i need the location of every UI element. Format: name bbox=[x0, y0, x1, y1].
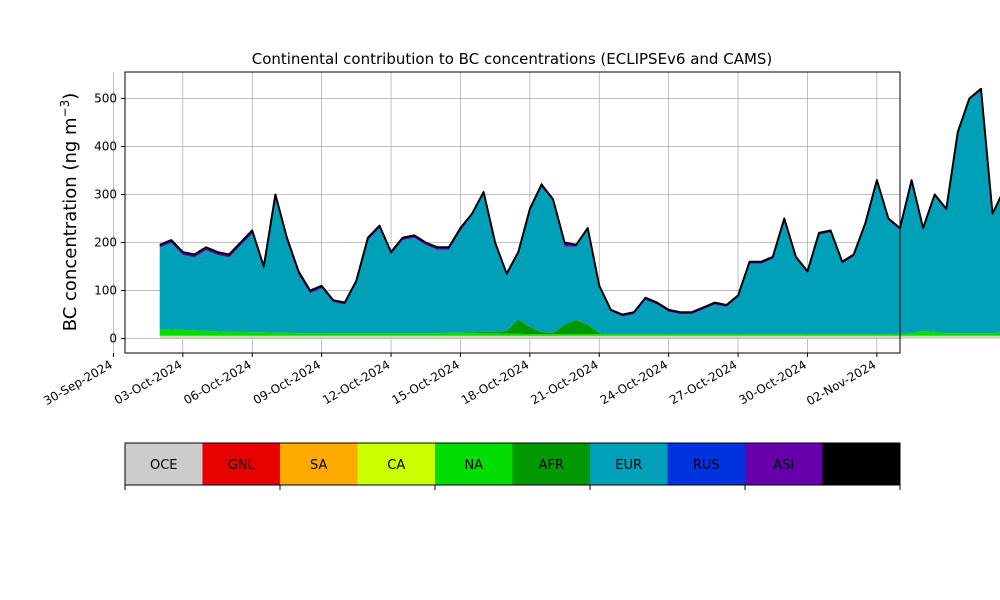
legend-label: EUR bbox=[615, 458, 642, 473]
total-outline bbox=[159, 87, 1000, 316]
legend-label: SA bbox=[310, 458, 327, 473]
legend-frame bbox=[124, 442, 901, 486]
legend-swatch bbox=[125, 443, 203, 485]
legend-label: CA bbox=[387, 458, 405, 473]
y-axis-label-exponent: −3 bbox=[58, 100, 72, 118]
legend-label: ASI bbox=[773, 458, 794, 473]
legend-entry-rus: RUS bbox=[667, 443, 745, 485]
legend-entry-ca: CA bbox=[357, 443, 435, 485]
y-tick-label: 0 bbox=[109, 332, 117, 346]
legend-label: GNL bbox=[228, 458, 256, 473]
x-tick-label: 15-Oct-2024 bbox=[390, 357, 462, 407]
legend-entry-afr: AFR bbox=[512, 443, 590, 485]
legend-entry-na: NA bbox=[435, 443, 513, 485]
y-axis-label-close: ) bbox=[60, 93, 81, 100]
x-tick-label: 03-Oct-2024 bbox=[112, 357, 184, 407]
legend-label: NA bbox=[464, 458, 483, 473]
legend-label: OCE bbox=[150, 458, 178, 473]
x-tick-label: 02-Nov-2024 bbox=[804, 357, 878, 408]
legend-swatch bbox=[590, 443, 668, 485]
legend-entry-aus: AUS bbox=[822, 443, 900, 485]
legend-label: RUS bbox=[693, 458, 720, 473]
legend-label: AUS bbox=[848, 458, 875, 473]
total-line bbox=[159, 87, 1000, 316]
x-tick-label: 12-Oct-2024 bbox=[320, 357, 392, 407]
legend-entry-sa: SA bbox=[280, 443, 358, 485]
chart-title: Continental contribution to BC concentra… bbox=[252, 50, 773, 68]
area-series-eur bbox=[159, 90, 1000, 335]
legend-swatch bbox=[745, 443, 823, 485]
x-tick-label: 18-Oct-2024 bbox=[459, 357, 531, 407]
x-tick-label: 06-Oct-2024 bbox=[181, 357, 253, 407]
legend-entry-gnl: GNL bbox=[202, 443, 280, 485]
y-tick-label: 100 bbox=[94, 284, 117, 298]
area-series-oce bbox=[159, 336, 1000, 339]
legend-entry-oce: OCE bbox=[125, 443, 203, 485]
x-tick-label: 09-Oct-2024 bbox=[251, 357, 323, 407]
x-tick-label: 21-Oct-2024 bbox=[528, 357, 600, 407]
area-series-ca bbox=[159, 335, 1000, 337]
legend-label: AFR bbox=[539, 458, 564, 473]
area-series-na bbox=[159, 329, 1000, 336]
x-tick-label: 30-Sep-2024 bbox=[41, 357, 115, 408]
x-tick-label: 24-Oct-2024 bbox=[598, 357, 670, 407]
stacked-areas bbox=[159, 88, 1000, 339]
legend-swatch bbox=[667, 443, 745, 485]
legend-swatch bbox=[512, 443, 590, 485]
y-tick-label: 400 bbox=[94, 139, 117, 153]
legend-swatch bbox=[435, 443, 513, 485]
x-tick-label: 27-Oct-2024 bbox=[667, 357, 739, 407]
legend-swatch bbox=[202, 443, 280, 485]
legend-swatch bbox=[280, 443, 358, 485]
area-series-afr bbox=[159, 319, 1000, 335]
legend-entry-asi: ASI bbox=[745, 443, 823, 485]
legend: OCE GNL SA CA NA AFR EUR RUS ASI AUS bbox=[124, 442, 901, 490]
y-tick-label: 200 bbox=[94, 236, 117, 250]
y-axis-label: BC concentration (ng m−3) bbox=[58, 93, 81, 332]
y-axis-label-main: BC concentration (ng m bbox=[60, 117, 81, 331]
legend-swatch bbox=[357, 443, 435, 485]
x-tick-label: 30-Oct-2024 bbox=[737, 357, 809, 407]
plot-frame bbox=[124, 71, 901, 354]
y-tick-label: 300 bbox=[94, 187, 117, 201]
legend-entry-eur: EUR bbox=[590, 443, 668, 485]
y-tick-label: 500 bbox=[94, 91, 117, 105]
legend-swatch bbox=[822, 443, 900, 485]
